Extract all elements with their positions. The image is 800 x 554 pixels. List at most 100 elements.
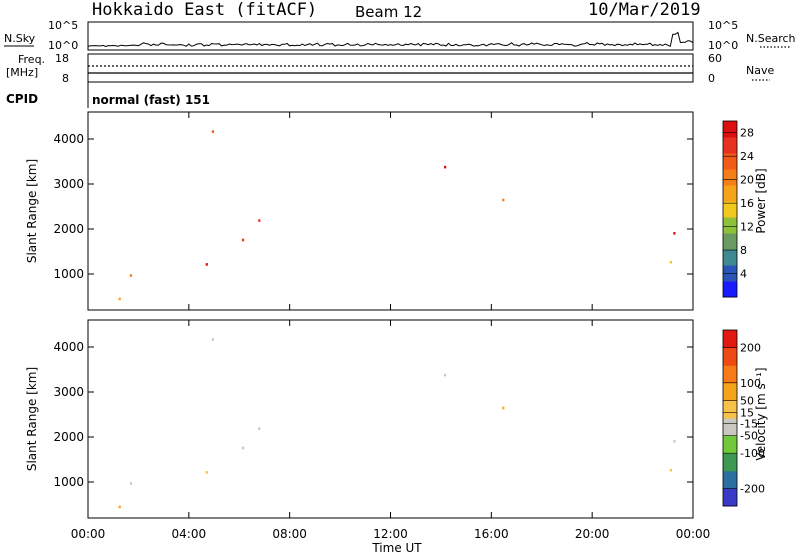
power-colorbar: 4 8 12 16 20 24 28 <box>722 120 754 298</box>
ytick-label: 4000 <box>53 340 84 354</box>
power-panel: 1000 2000 3000 4000 Slant Range [km] <box>25 111 694 311</box>
freq-strip: Freq. [MHz] 18 8 60 0 Nave <box>6 52 774 85</box>
colorbar-tick-label: 8 <box>740 244 747 257</box>
velocity-cell <box>129 482 133 485</box>
nave-label: Nave <box>746 64 774 77</box>
colorbar-tick-label: -15 <box>740 417 758 430</box>
beam-label: Beam 12 <box>355 3 422 21</box>
ytick-label: 1000 <box>53 475 84 489</box>
colorbar-segment <box>723 382 737 401</box>
power-cell <box>205 263 208 266</box>
xtick-label: 00:00 <box>676 527 711 541</box>
colorbar-segment <box>723 488 737 507</box>
noise-tick-left-top: 10^5 <box>48 19 78 32</box>
xtick-label: 04:00 <box>172 527 207 541</box>
noise-trace <box>87 31 694 48</box>
velocity-yaxis: 1000 2000 3000 4000 <box>53 340 693 489</box>
colorbar-segment <box>723 249 737 266</box>
colorbar-tick-label: -100 <box>740 447 765 460</box>
power-cell <box>242 238 245 242</box>
freq-frame <box>87 53 694 83</box>
velocity-panel: 1000 2000 3000 4000 Slant Range [km] <box>25 319 694 519</box>
power-cell <box>129 274 133 277</box>
colorbar-segment <box>723 121 737 138</box>
xtick-label: 16:00 <box>474 527 509 541</box>
freq-tick-top: 18 <box>55 52 69 65</box>
cpid-label: CPID <box>6 92 38 106</box>
colorbar-segment <box>723 233 737 250</box>
colorbar-tick-label: 16 <box>740 197 754 210</box>
colorbar-tick-label: 15 <box>740 407 754 420</box>
noise-tick-right-bottom: 10^0 <box>708 39 738 52</box>
colorbar-tick-label: 200 <box>740 342 761 355</box>
colorbar-segment <box>723 365 737 384</box>
colorbar-tick-label: 20 <box>740 174 754 187</box>
colorbar-tick-label: 100 <box>740 377 761 390</box>
power-cell <box>444 165 447 169</box>
cpid-strip: CPID normal (fast) 151 <box>6 82 210 108</box>
power-yaxis: 1000 2000 3000 4000 <box>53 132 693 281</box>
ytick-label: 1000 <box>53 267 84 281</box>
noise-frame <box>87 21 694 51</box>
velocity-colorbar-label: Velocity [m s⁻¹] <box>754 367 768 460</box>
power-frame <box>87 111 694 311</box>
colorbar-segment <box>723 201 737 218</box>
power-cell <box>669 260 672 264</box>
colorbar-segment <box>723 400 737 419</box>
colorbar-segment <box>723 418 737 437</box>
nsearch-label: N.Search <box>746 32 796 45</box>
power-cell <box>502 198 505 202</box>
power-ylabel: Slant Range [km] <box>25 159 39 263</box>
velocity-cell <box>118 505 121 509</box>
xtick-label: 20:00 <box>575 527 610 541</box>
date-label: 10/Mar/2019 <box>588 0 701 20</box>
power-cell <box>211 130 214 133</box>
ytick-label: 2000 <box>53 222 84 236</box>
colorbar-segment <box>723 470 737 489</box>
colorbar-segment <box>723 217 737 234</box>
velocity-ylabel: Slant Range [km] <box>25 367 39 471</box>
nsky-label: N.Sky <box>4 32 36 45</box>
colorbar-tick-label: 28 <box>740 127 754 140</box>
colorbar-tick-label: 12 <box>740 221 754 234</box>
station-title: Hokkaido East (fitACF) <box>92 0 317 20</box>
cpid-value: normal (fast) 151 <box>92 93 210 107</box>
power-cell <box>118 297 121 301</box>
nave-tick-top: 60 <box>708 52 722 65</box>
noise-strip: N.Sky 10^5 10^0 10^5 10^0 N.Search <box>4 19 796 52</box>
power-cell <box>258 219 261 222</box>
colorbar-segment <box>723 185 737 202</box>
velocity-cell <box>669 468 672 472</box>
freq-tick-bottom: 8 <box>62 72 69 85</box>
velocity-cell <box>205 471 208 474</box>
ytick-label: 2000 <box>53 430 84 444</box>
colorbar-segment <box>723 169 737 186</box>
velocity-cell <box>258 427 261 430</box>
colorbar-segment <box>723 281 737 298</box>
freq-label: Freq. <box>18 53 45 66</box>
colorbar-tick-label: -200 <box>740 482 765 495</box>
xtick-label: 00:00 <box>71 527 106 541</box>
colorbar-frame <box>722 329 738 507</box>
colorbar-segment <box>723 330 737 349</box>
colorbar-segment <box>723 453 737 472</box>
colorbar-frame <box>722 120 738 298</box>
ytick-label: 3000 <box>53 177 84 191</box>
power-cell <box>673 232 676 235</box>
ytick-label: 4000 <box>53 132 84 146</box>
colorbar-tick-label: 24 <box>740 150 754 163</box>
colorbar-segment <box>723 153 737 170</box>
velocity-cell <box>502 406 505 410</box>
noise-tick-left-bottom: 10^0 <box>48 39 78 52</box>
freq-unit-label: [MHz] <box>6 66 38 79</box>
velocity-cell <box>211 338 214 341</box>
nave-tick-bottom: 0 <box>708 72 715 85</box>
power-colorbar-label: Power [dB] <box>754 168 768 233</box>
time-axis-label: Time UT <box>371 541 422 554</box>
velocity-heatmap-cells <box>118 338 676 509</box>
velocity-cell <box>444 373 447 377</box>
power-heatmap-cells <box>118 130 676 301</box>
colorbar-segment <box>723 435 737 454</box>
noise-tick-right-top: 10^5 <box>708 19 738 32</box>
